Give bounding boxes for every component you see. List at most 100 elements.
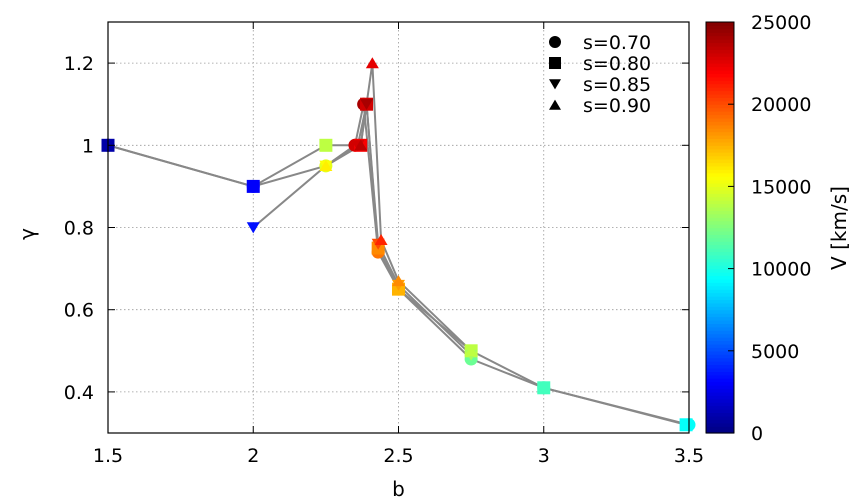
colorbar-segment bbox=[706, 248, 734, 253]
data-point bbox=[246, 179, 260, 193]
colorbar-segment bbox=[706, 378, 734, 383]
colorbar-tick-label: 10000 bbox=[751, 259, 811, 281]
data-point bbox=[365, 57, 379, 69]
legend-marker bbox=[549, 57, 561, 69]
colorbar-segment bbox=[706, 306, 734, 311]
colorbar-segment bbox=[706, 213, 734, 218]
colorbar-segment bbox=[706, 186, 734, 191]
colorbar-segment bbox=[706, 241, 734, 246]
colorbar-segment bbox=[706, 69, 734, 74]
colorbar-segment bbox=[706, 49, 734, 54]
data-point bbox=[246, 222, 260, 234]
colorbar-segment bbox=[706, 405, 734, 410]
colorbar-segment bbox=[706, 155, 734, 160]
data-point bbox=[374, 233, 388, 246]
colorbar-segment bbox=[706, 152, 734, 157]
colorbar-segment bbox=[706, 224, 734, 229]
colorbar-segment bbox=[706, 323, 734, 328]
colorbar-segment bbox=[706, 189, 734, 194]
colorbar-segment bbox=[706, 330, 734, 335]
colorbar-segment bbox=[706, 340, 734, 345]
colorbar-segment bbox=[706, 210, 734, 215]
colorbar-segment bbox=[706, 159, 734, 164]
colorbar-segment bbox=[706, 361, 734, 366]
colorbar-segment bbox=[706, 138, 734, 143]
y-axis-ticks: 0.4 0.6 0.8 1 1.2 bbox=[64, 53, 689, 404]
colorbar-segment bbox=[706, 145, 734, 150]
legend-label: s=0.70 bbox=[583, 32, 651, 54]
colorbar-tick-label: 5000 bbox=[751, 341, 799, 363]
colorbar-segment bbox=[706, 128, 734, 133]
colorbar-segment bbox=[706, 261, 734, 266]
legend-label: s=0.90 bbox=[583, 95, 651, 117]
colorbar-segment bbox=[706, 76, 734, 81]
colorbar-segment bbox=[706, 32, 734, 37]
colorbar-segment bbox=[706, 63, 734, 68]
colorbar-segment bbox=[706, 141, 734, 146]
colorbar-segment bbox=[706, 309, 734, 314]
colorbar: 0 5000 10000 15000 20000 25000 bbox=[705, 12, 811, 445]
colorbar-segment bbox=[706, 148, 734, 153]
colorbar-segment bbox=[706, 251, 734, 256]
colorbar-segment bbox=[706, 56, 734, 61]
colorbar-segment bbox=[706, 206, 734, 211]
colorbar-segment bbox=[706, 35, 734, 40]
colorbar-segment bbox=[706, 313, 734, 318]
colorbar-segment bbox=[706, 59, 734, 64]
colorbar-segment bbox=[706, 172, 734, 177]
colorbar-segment bbox=[706, 107, 734, 112]
colorbar-tick-label: 0 bbox=[751, 423, 763, 445]
legend-marker bbox=[549, 79, 561, 90]
colorbar-segment bbox=[706, 220, 734, 225]
colorbar-segment bbox=[706, 254, 734, 259]
colorbar-segment bbox=[706, 104, 734, 109]
colorbar-segment bbox=[706, 289, 734, 294]
colorbar-segment bbox=[706, 111, 734, 116]
colorbar-segment bbox=[706, 272, 734, 277]
colorbar-segment bbox=[706, 176, 734, 181]
colorbar-segment bbox=[706, 83, 734, 88]
colorbar-segment bbox=[706, 381, 734, 386]
colorbar-segment bbox=[706, 275, 734, 280]
colorbar-segment bbox=[706, 371, 734, 376]
legend: s=0.70s=0.80s=0.85s=0.90 bbox=[549, 32, 651, 117]
colorbar-segment bbox=[706, 230, 734, 235]
colorbar-tick-label: 25000 bbox=[751, 12, 811, 34]
colorbar-segment bbox=[706, 302, 734, 307]
colorbar-segment bbox=[706, 165, 734, 170]
y-tick-label: 0.6 bbox=[64, 300, 94, 322]
colorbar-segment bbox=[706, 114, 734, 119]
series-line bbox=[107, 103, 690, 426]
y-axis-label: γ bbox=[15, 228, 39, 240]
colorbar-tick-label: 20000 bbox=[751, 94, 811, 116]
x-tick-label: 3.5 bbox=[674, 445, 704, 467]
data-point bbox=[464, 344, 478, 356]
colorbar-segment bbox=[706, 179, 734, 184]
data-point bbox=[537, 381, 551, 395]
colorbar-segment bbox=[706, 350, 734, 355]
colorbar-tick-label: 15000 bbox=[751, 176, 811, 198]
colorbar-segment bbox=[706, 90, 734, 95]
colorbar-segment bbox=[706, 385, 734, 390]
colorbar-segment bbox=[706, 45, 734, 50]
colorbar-segment bbox=[706, 429, 734, 434]
colorbar-segment bbox=[706, 426, 734, 431]
colorbar-segment bbox=[706, 364, 734, 369]
colorbar-segment bbox=[706, 237, 734, 242]
colorbar-segment bbox=[706, 285, 734, 290]
y-tick-label: 0.8 bbox=[64, 218, 94, 240]
colorbar-segment bbox=[706, 391, 734, 396]
legend-marker bbox=[549, 99, 561, 110]
data-point bbox=[360, 99, 374, 111]
colorbar-segment bbox=[706, 388, 734, 393]
colorbar-segment bbox=[706, 278, 734, 283]
colorbar-segment bbox=[706, 395, 734, 400]
colorbar-segment bbox=[706, 39, 734, 44]
colorbar-segment bbox=[706, 357, 734, 362]
colorbar-segment bbox=[706, 316, 734, 321]
colorbar-segment bbox=[706, 203, 734, 208]
colorbar-segment bbox=[706, 217, 734, 222]
colorbar-segment bbox=[706, 244, 734, 249]
colorbar-segment bbox=[706, 367, 734, 372]
